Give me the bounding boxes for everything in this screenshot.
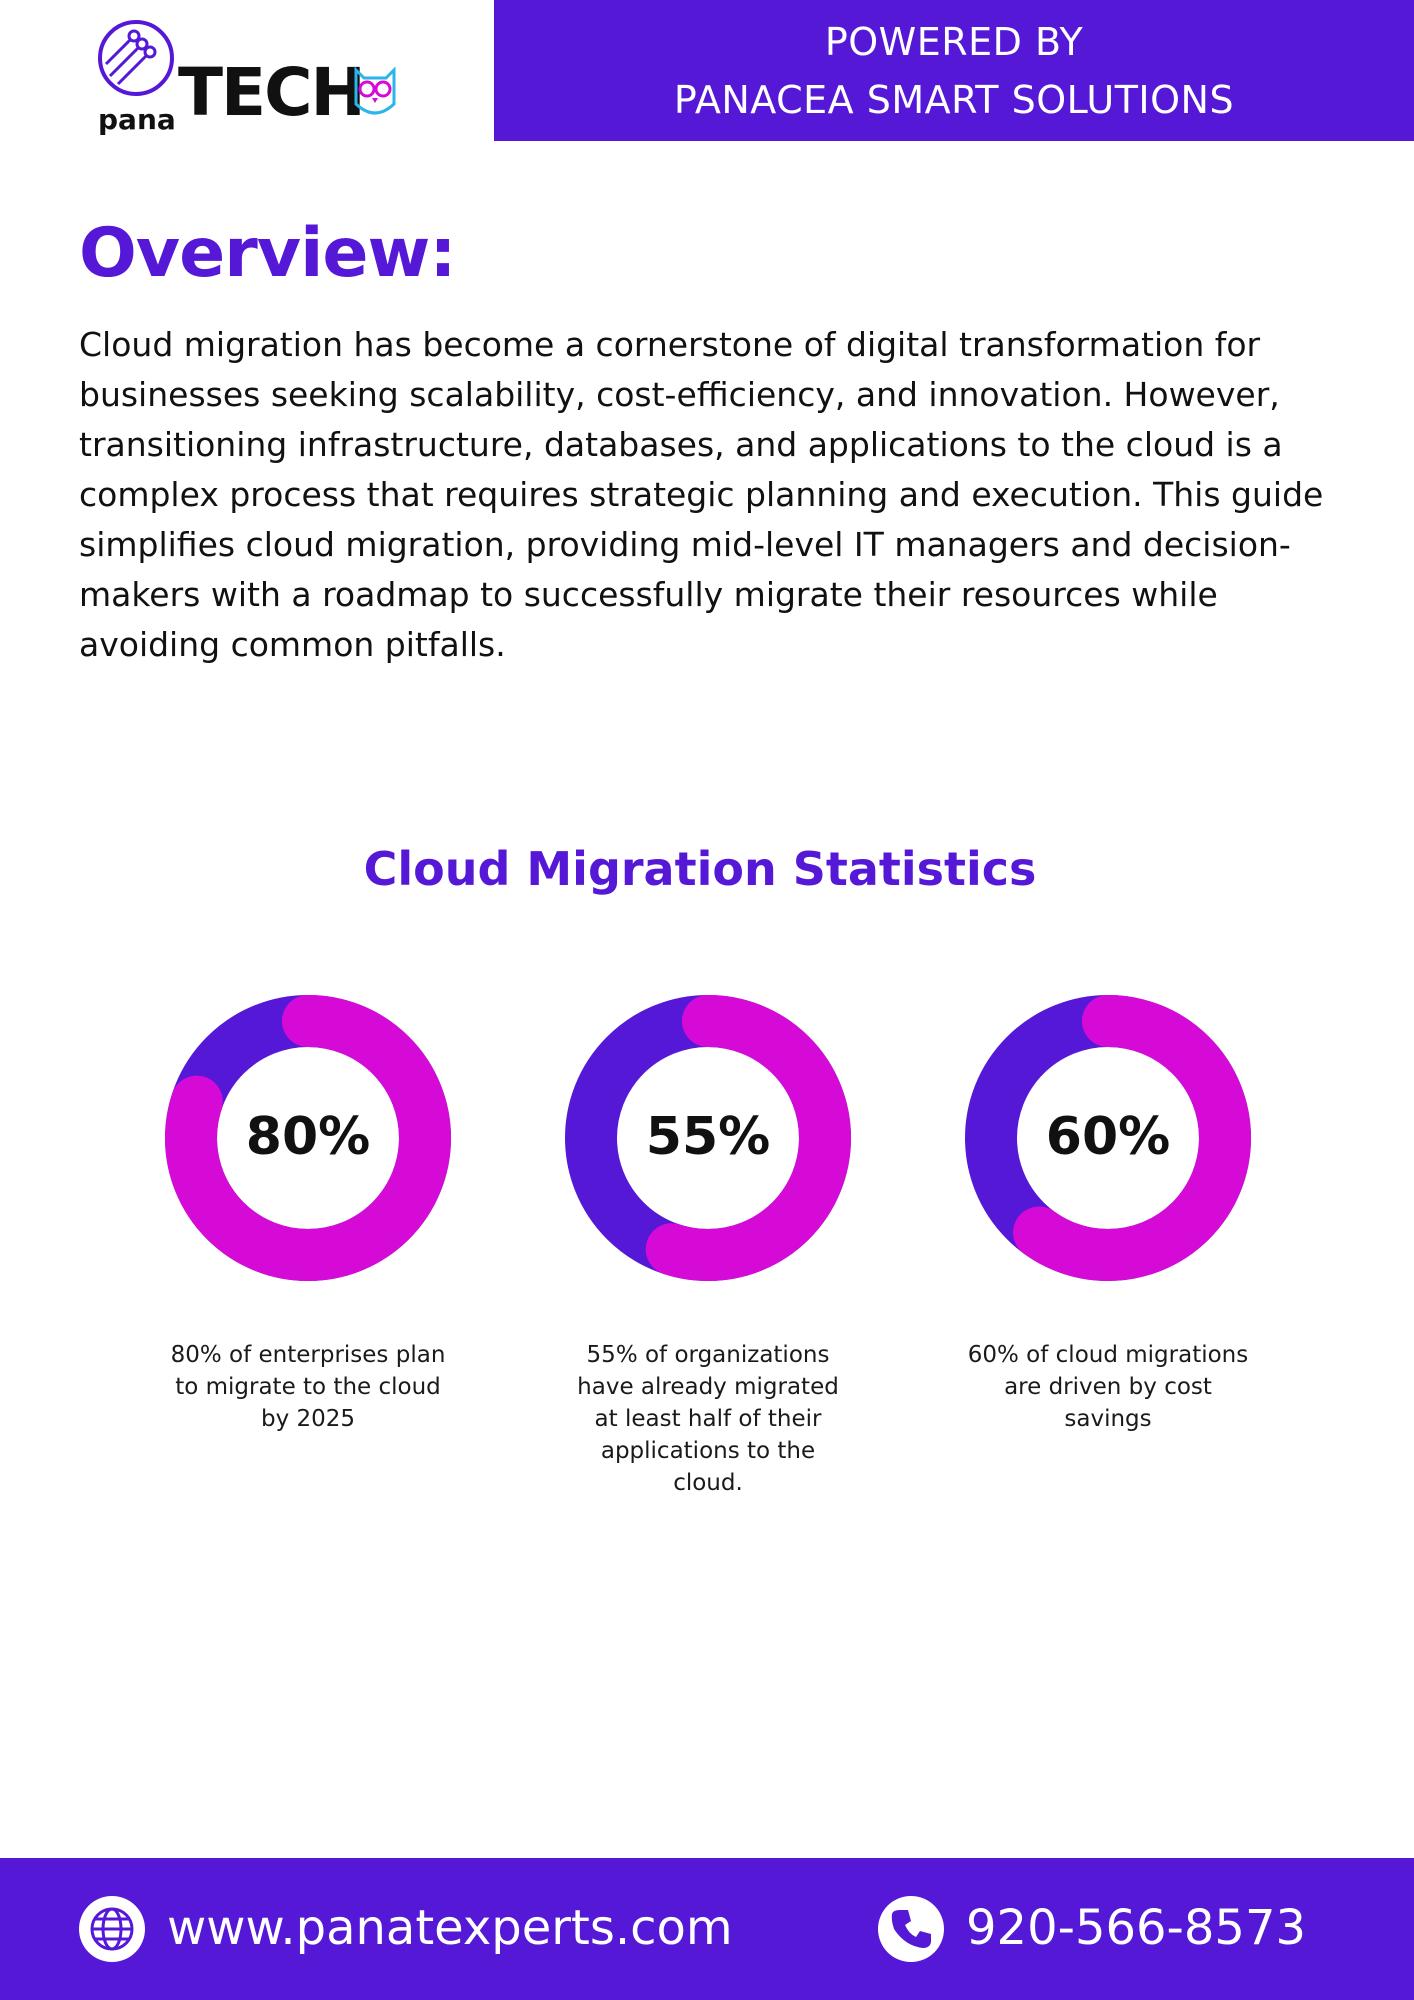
logo-prefix: pana [98, 103, 176, 136]
globe-icon [79, 1896, 145, 1962]
stat-enterprises: 80% 80% of enterprises plan to migrate t… [163, 995, 453, 1435]
donut-chart: 60% [965, 995, 1251, 1281]
owl-icon [354, 66, 396, 115]
donut-value-arc [165, 995, 451, 1281]
logo-wordmark: TECH [178, 54, 366, 131]
powered-by-line: POWERED BY [824, 19, 1084, 64]
stats-heading: Cloud Migration Statistics [363, 842, 1037, 896]
donut-percent-label: 55% [646, 1107, 770, 1167]
stat-caption: 60% of cloud migrations are driven by co… [967, 1342, 1249, 1432]
donut-value-arc [965, 995, 1251, 1281]
donut-percent-label: 80% [246, 1107, 370, 1167]
footer: www.panatexperts.com 920-566-8573 [0, 1858, 1414, 2000]
stat-cost-savings: 60% 60% of cloud migrations are driven b… [963, 995, 1253, 1435]
overview-paragraph: Cloud migration has become a cornerstone… [79, 325, 1324, 664]
company-name: PANACEA SMART SOLUTIONS [673, 77, 1235, 122]
donut-value-arc [565, 995, 851, 1281]
donut-percent-label: 60% [1046, 1107, 1170, 1167]
donut-chart: 80% [165, 995, 451, 1281]
logo: pana TECH [96, 18, 406, 134]
stat-caption: 80% of enterprises plan to migrate to th… [170, 1342, 446, 1432]
circuit-logo-icon [98, 20, 174, 96]
stat-organizations: 55% 55% of organizations have already mi… [563, 995, 853, 1499]
powered-by-banner: POWERED BY PANACEA SMART SOLUTIONS [494, 0, 1414, 141]
stat-caption: 55% of organizations have already migrat… [577, 1342, 839, 1496]
website-link[interactable]: www.panatexperts.com [167, 1900, 733, 1956]
phone-number[interactable]: 920-566-8573 [966, 1900, 1307, 1956]
overview-heading: Overview: [79, 214, 457, 293]
phone-icon [878, 1896, 944, 1962]
donut-chart: 55% [565, 995, 851, 1281]
